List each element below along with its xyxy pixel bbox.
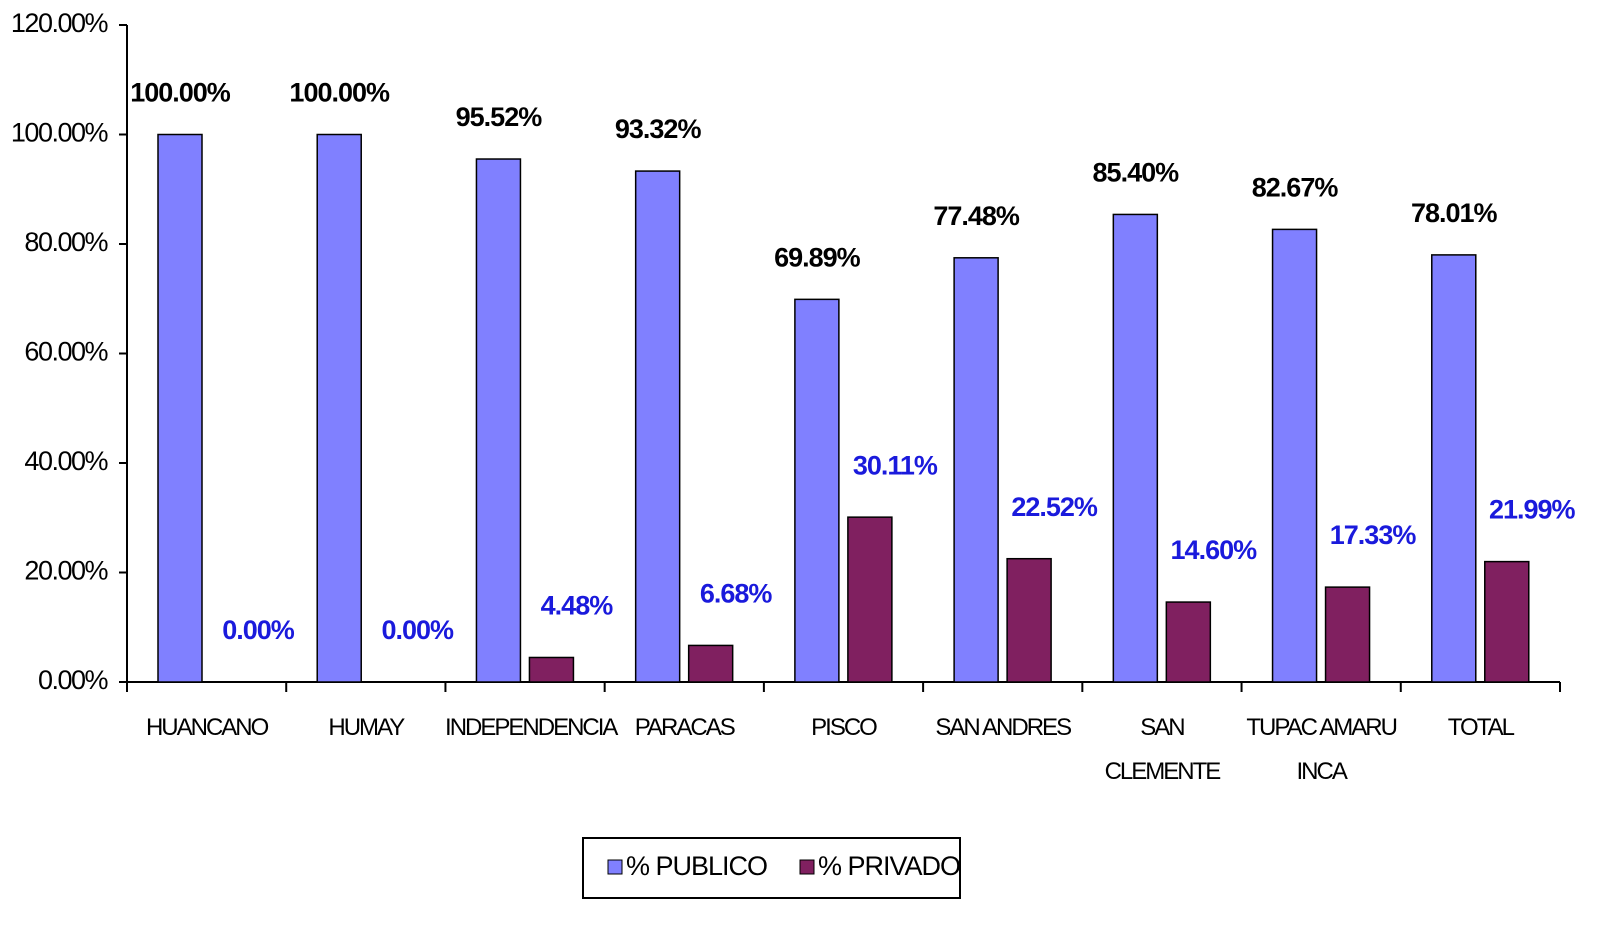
value-label: 22.52%	[1011, 492, 1098, 522]
value-label: 0.00%	[381, 615, 454, 645]
bar	[1112, 213, 1159, 683]
x-tick-label: HUANCANO	[145, 714, 269, 741]
value-label: 14.60%	[1171, 535, 1258, 565]
value-label: 78.01%	[1411, 198, 1498, 228]
value-label: 82.67%	[1252, 173, 1339, 203]
y-tick-label: 120.00%	[11, 8, 109, 38]
bar	[157, 133, 203, 683]
bar	[1431, 254, 1477, 683]
x-tick-label: PARACAS	[634, 714, 736, 741]
y-tick-label: 40.00%	[24, 446, 108, 476]
x-tick-label: SAN ANDRES	[935, 714, 1072, 741]
legend-label: % PUBLICO	[626, 851, 767, 881]
bar	[794, 298, 840, 683]
y-tick-label: 20.00%	[24, 556, 108, 586]
y-tick-label: 80.00%	[24, 227, 108, 257]
value-label: 21.99%	[1489, 495, 1576, 525]
value-label: 6.68%	[700, 579, 773, 609]
value-label: 4.48%	[541, 591, 614, 621]
bar	[1484, 560, 1530, 683]
x-tick-label: PISCO	[811, 714, 878, 741]
bar	[316, 133, 362, 683]
x-tick-label: INDEPENDENCIA	[445, 714, 618, 741]
y-tick-label: 100.00%	[11, 118, 109, 148]
legend-swatch	[799, 859, 815, 875]
y-tick-label: 0.00%	[38, 665, 109, 695]
value-label: 69.89%	[774, 242, 861, 272]
legend-swatch	[607, 859, 623, 875]
bar	[528, 656, 575, 683]
bar	[1324, 586, 1371, 683]
value-label: 0.00%	[222, 615, 295, 645]
bar	[953, 257, 999, 683]
bar	[1165, 601, 1212, 683]
value-label: 100.00%	[130, 78, 231, 108]
value-label: 85.40%	[1093, 158, 1180, 188]
bar	[687, 644, 734, 683]
value-label: 100.00%	[289, 78, 390, 108]
x-tick-label: TUPAC AMARU INCA	[1246, 714, 1398, 785]
value-label: 30.11%	[853, 450, 938, 480]
bar	[475, 158, 522, 683]
bar	[634, 170, 681, 683]
x-tick-label: TOTAL	[1447, 714, 1515, 741]
legend-label: % PRIVADO	[818, 851, 960, 881]
bar	[1271, 228, 1318, 683]
x-tick-label: SAN CLEMENTE	[1104, 714, 1222, 785]
bar	[847, 516, 893, 683]
value-label: 95.52%	[456, 102, 543, 132]
legend-box	[582, 837, 961, 899]
y-tick-label: 60.00%	[24, 337, 108, 367]
value-label: 77.48%	[933, 201, 1020, 231]
x-tick-label: HUMAY	[328, 714, 405, 741]
value-label: 93.32%	[615, 114, 702, 144]
bar	[1006, 557, 1052, 683]
value-label: 17.33%	[1330, 520, 1417, 550]
